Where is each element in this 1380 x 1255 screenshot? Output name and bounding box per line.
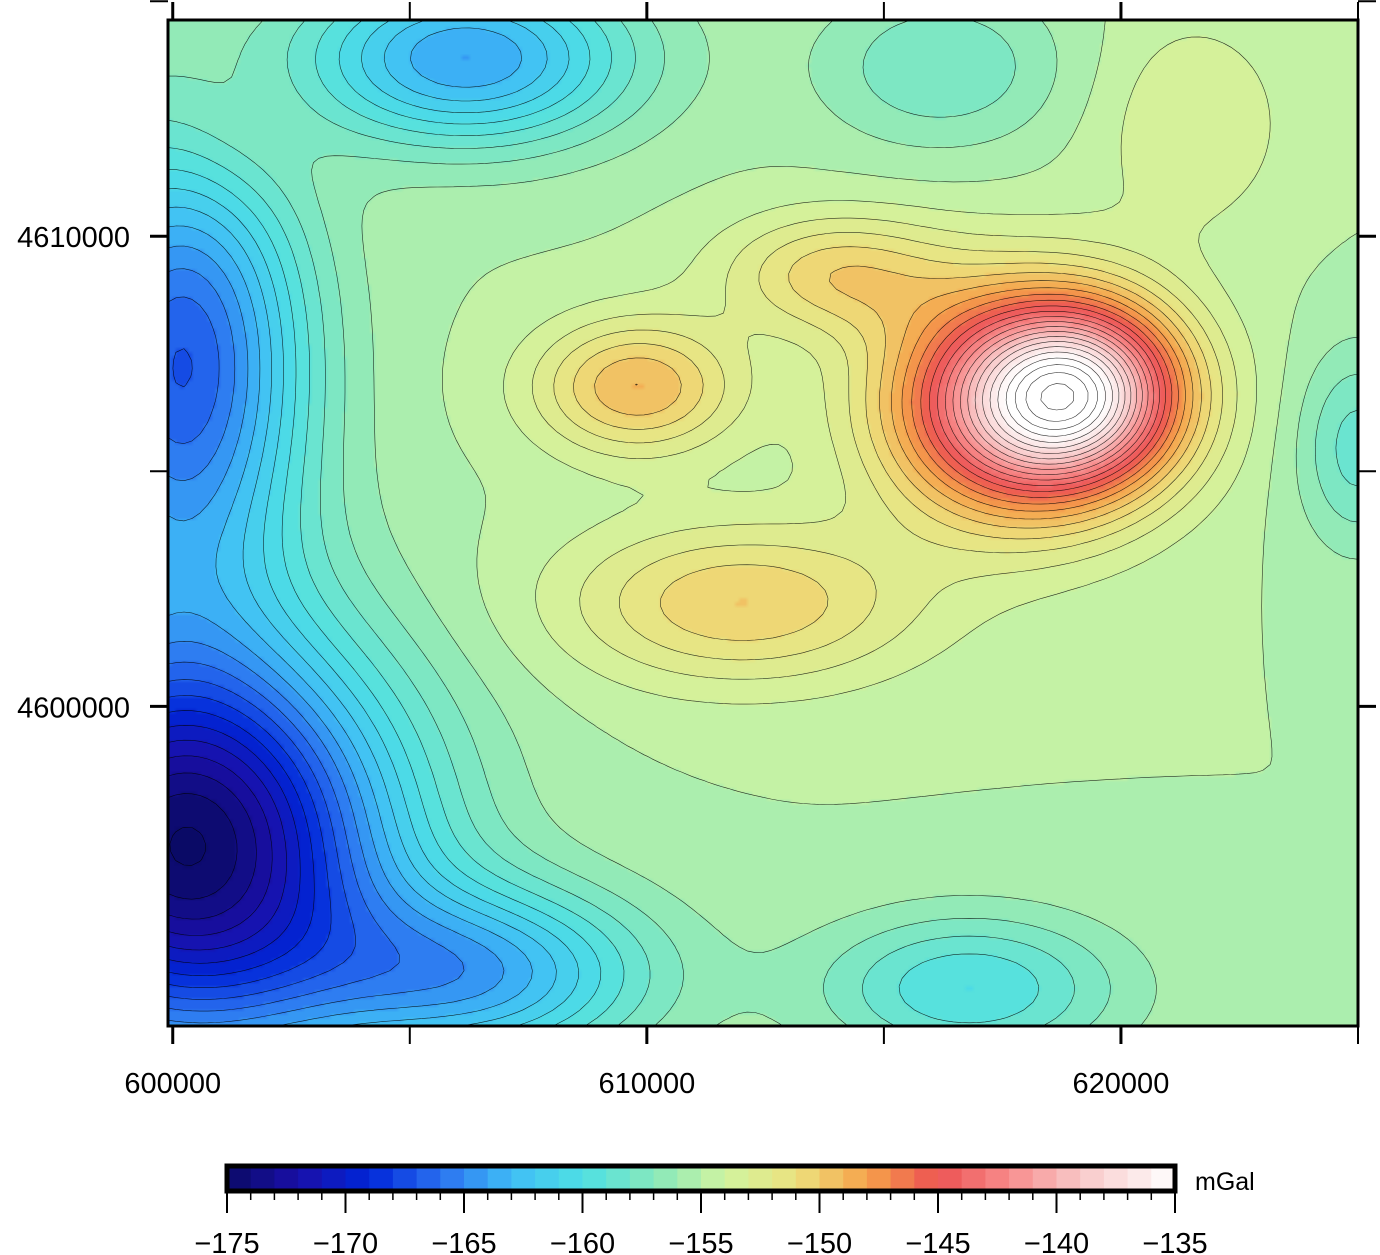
colorbar-cell [748,1166,773,1191]
colorbar-cell [629,1166,655,1191]
colorbar-cell [819,1166,844,1191]
y-tick-label: 4610000 [17,222,130,254]
colorbar-cell [677,1166,702,1191]
colorbar-tick-label: −150 [787,1228,852,1255]
colorbar-tick-label: −140 [1024,1228,1089,1255]
colorbar-unit-label: mGal [1195,1168,1255,1196]
colorbar-cell [1056,1166,1081,1191]
colorbar-tick-label: −160 [550,1228,615,1255]
colorbar-cell [535,1166,560,1191]
contour-lines [168,20,1358,1026]
plot-frame [166,18,1360,1028]
x-tick-label: 600000 [124,1068,221,1100]
colorbar-cell [1103,1166,1129,1191]
colorbar-cell [701,1166,726,1191]
x-axis: 600000 610000 620000 [124,2,1359,1100]
colorbar-cell [653,1166,678,1191]
colorbar: −175 −170 −165 −160 −155 −150 −145 −140 −135 mGa… [194,1163,1255,1255]
colorbar-cell [1151,1166,1176,1191]
colorbar-tick-label: −135 [1142,1228,1207,1255]
colorbar-cell [558,1166,584,1191]
colorbar-cell [843,1166,868,1191]
colorbar-tick-label: −175 [194,1228,259,1255]
colorbar-cell [487,1166,512,1191]
colorbar-cell [298,1166,323,1191]
x-tick-label: 620000 [1073,1068,1170,1100]
colorbar-cell [724,1166,749,1191]
colorbar-ticks: −175 −170 −165 −160 −155 −150 −145 −140 −135 [194,1191,1208,1255]
colorbar-cell [961,1166,986,1191]
colorbar-cell [795,1166,821,1191]
colorbar-cell [866,1166,892,1191]
colorbar-cell [890,1166,915,1191]
colorbar-cell [464,1166,489,1191]
colorbar-cell [369,1166,394,1191]
colorbar-cell [1009,1166,1034,1191]
colorbar-cell [772,1166,797,1191]
colorbar-cell [440,1166,465,1191]
colorbar-cell [227,1166,252,1191]
colorbar-tick-label: −155 [668,1228,733,1255]
colorbar-cell [1032,1166,1058,1191]
y-axis: 4610000 4600000 [17,0,1376,724]
colorbar-cell [274,1166,299,1191]
colorbar-tick-label: −145 [905,1228,970,1255]
colorbar-cell [938,1166,963,1191]
colorbar-cell [321,1166,347,1191]
x-tick-label: 610000 [598,1068,695,1100]
colorbar-cell [985,1166,1010,1191]
gravity-heatmap [168,20,1358,1026]
colorbar-cells [227,1166,1176,1191]
colorbar-cell [606,1166,631,1191]
colorbar-cell [582,1166,607,1191]
colorbar-cell [1127,1166,1152,1191]
y-tick-label: 4600000 [17,692,130,724]
colorbar-cell [345,1166,370,1191]
colorbar-cell [511,1166,536,1191]
contour-plot-area [166,18,1360,1028]
contour-line [168,20,1358,1026]
colorbar-tick-label: −165 [431,1228,496,1255]
colorbar-cell [1080,1166,1105,1191]
colorbar-cell [416,1166,441,1191]
colorbar-cell [914,1166,939,1191]
colorbar-cell [250,1166,275,1191]
colorbar-cell [392,1166,418,1191]
colorbar-tick-label: −170 [313,1228,378,1255]
